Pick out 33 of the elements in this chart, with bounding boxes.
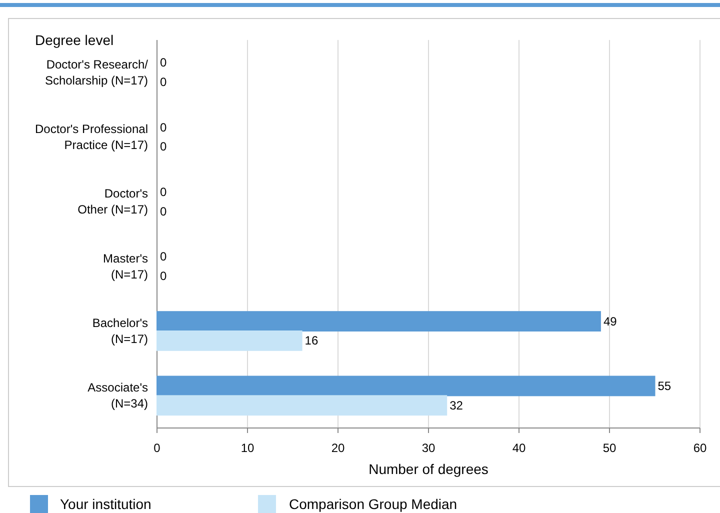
data-label: 16 [304, 334, 318, 348]
y-axis-title: Degree level [35, 32, 114, 48]
y-tick-label: Bachelor's (N=17) [92, 316, 148, 346]
data-label: 0 [160, 140, 167, 154]
y-tick-label: Associate's (N=34) [88, 380, 148, 411]
y-tick-label: Doctor's Research/ Scholarship (N=17) [44, 57, 149, 88]
x-tick-label: 60 [693, 441, 707, 455]
data-label: 32 [450, 398, 464, 412]
data-label: 0 [160, 75, 167, 90]
legend-label: Your institution [60, 496, 152, 512]
x-tick-label: 30 [422, 441, 436, 455]
data-label: 49 [603, 314, 618, 328]
legend-label: Comparison Group Median [289, 496, 458, 512]
data-label: 0 [160, 184, 167, 199]
data-label: 55 [658, 378, 672, 393]
x-tick-label: 40 [512, 441, 526, 455]
bar [156, 376, 656, 396]
x-tick-label: 50 [602, 441, 616, 455]
data-label: 0 [160, 204, 167, 218]
data-label: 0 [160, 269, 167, 284]
x-axis-title: Number of degrees [368, 461, 488, 477]
bar [156, 395, 448, 416]
y-tick-label: Master's (N=17) [103, 251, 148, 282]
x-tick-label: 20 [331, 441, 345, 455]
x-tick-label: 10 [240, 441, 254, 455]
data-label: 0 [160, 56, 167, 70]
data-label: 0 [160, 120, 167, 134]
bar [156, 311, 601, 332]
y-tick-label: Doctor's Other (N=17) [78, 186, 148, 217]
data-label: 0 [160, 250, 167, 264]
x-tick-label: 0 [154, 441, 161, 455]
y-tick-label: Doctor's Professional Practice (N=17) [34, 122, 148, 152]
bar [156, 330, 302, 351]
